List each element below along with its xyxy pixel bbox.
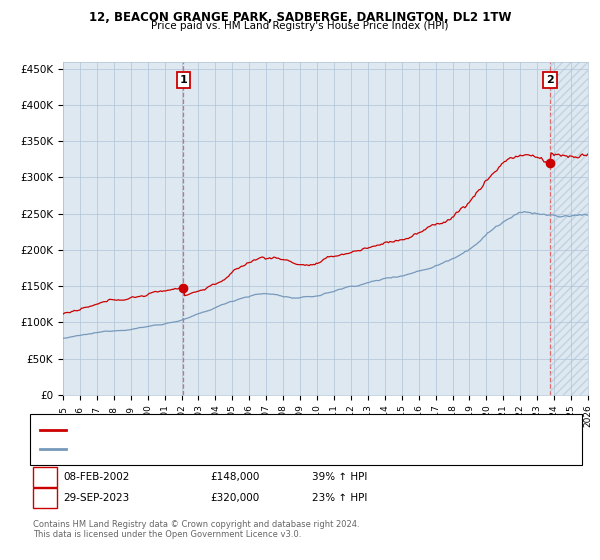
Text: 12, BEACON GRANGE PARK, SADBERGE, DARLINGTON, DL2 1TW: 12, BEACON GRANGE PARK, SADBERGE, DARLIN…	[89, 11, 511, 24]
Text: Contains HM Land Registry data © Crown copyright and database right 2024.
This d: Contains HM Land Registry data © Crown c…	[33, 520, 359, 539]
Text: 23% ↑ HPI: 23% ↑ HPI	[312, 493, 367, 503]
Text: 1: 1	[41, 472, 49, 482]
Text: 2: 2	[41, 493, 49, 503]
Text: 2: 2	[546, 75, 554, 85]
Text: HPI: Average price, detached house, Darlington: HPI: Average price, detached house, Darl…	[71, 444, 303, 454]
Text: Price paid vs. HM Land Registry's House Price Index (HPI): Price paid vs. HM Land Registry's House …	[151, 21, 449, 31]
Text: £148,000: £148,000	[210, 472, 259, 482]
Text: 29-SEP-2023: 29-SEP-2023	[63, 493, 129, 503]
Text: 39% ↑ HPI: 39% ↑ HPI	[312, 472, 367, 482]
Text: £320,000: £320,000	[210, 493, 259, 503]
Text: 1: 1	[179, 75, 187, 85]
Text: 12, BEACON GRANGE PARK, SADBERGE, DARLINGTON, DL2 1TW (detached house): 12, BEACON GRANGE PARK, SADBERGE, DARLIN…	[71, 424, 475, 435]
Bar	[550, 62, 588, 395]
Text: 08-FEB-2002: 08-FEB-2002	[63, 472, 130, 482]
